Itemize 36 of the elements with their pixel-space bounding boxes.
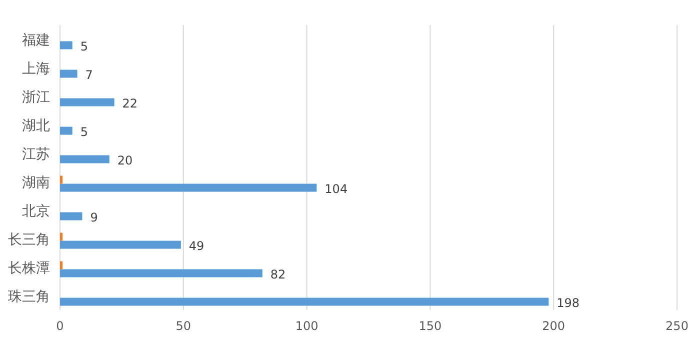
bar [60,126,72,135]
x-tick-label: 0 [56,319,64,333]
data-label: 20 [117,153,133,168]
data-label: 198 [556,296,580,310]
y-tick-label: 湖南 [22,174,50,191]
x-tick-label: 150 [418,319,442,333]
x-tick-label: 100 [295,319,318,333]
y-tick-label: 长三角 [8,232,50,248]
y-tick-label: 湖北 [22,118,50,134]
y-tick-label: 长株潭 [8,260,50,276]
x-tick-label: 50 [176,319,192,333]
bar [60,240,181,249]
bar [60,298,549,306]
data-label: 104 [324,182,348,196]
bar [60,98,114,106]
y-tick-label: 浙江 [22,89,50,106]
x-tick-label: 250 [666,319,688,333]
data-label: 9 [90,210,98,224]
y-tick-label: 北京 [22,203,50,220]
data-label: 7 [85,68,93,82]
y-tick-label: 上海 [22,60,50,77]
x-tick-label: 200 [542,319,566,333]
data-label: 82 [270,267,286,282]
data-label: 5 [80,39,88,54]
bar [60,41,72,50]
data-label: 49 [188,238,204,253]
bar [60,212,82,220]
y-tick-label: 江苏 [22,146,50,162]
bar [60,70,78,78]
bar [60,184,317,192]
bar [60,155,110,164]
bar [60,269,262,278]
data-label: 22 [122,96,138,110]
y-tick-label: 珠三角 [8,288,50,305]
data-label: 5 [80,124,88,139]
y-tick-label: 福建 [22,32,50,48]
